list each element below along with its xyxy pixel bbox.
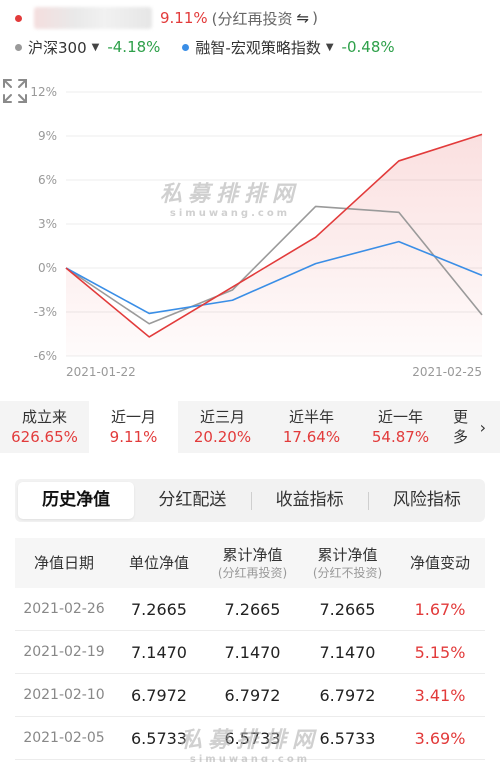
period-1y[interactable]: 近一年 54.87%: [356, 401, 445, 453]
y-tick-label: 3%: [38, 217, 57, 231]
fund-return: 9.11%: [160, 9, 208, 27]
header-cum-nav-no-reinvest: 累计净值 (分红不投资): [312, 545, 383, 580]
period-6m[interactable]: 近半年 17.64%: [267, 401, 356, 453]
benchmark-legend: 沪深300 ▼ -4.18% 融智-宏观策略指数 ▼ -0.48%: [0, 34, 500, 60]
dropdown-caret-icon[interactable]: ▼: [325, 41, 334, 53]
period-return: 626.65%: [11, 428, 78, 446]
period-since-inception[interactable]: 成立来 626.65%: [0, 401, 89, 453]
period-label: 成立来: [21, 408, 67, 426]
period-label: 近一月: [110, 408, 156, 426]
period-1m[interactable]: 近一月 9.11%: [89, 401, 178, 453]
tab-risk-metrics[interactable]: 风险指标: [392, 490, 461, 510]
return-mode-close: ): [312, 9, 318, 27]
nav-chart[interactable]: 12% 9% 6% 3% 0% -3% -6% 2021-01-22 2021-02-25 私募…: [0, 76, 500, 386]
table-row: 2021-02-10 6.7972 6.7972 6.7972 3.41%: [15, 674, 485, 717]
chevron-right-icon: ›: [479, 418, 486, 437]
return-mode-label[interactable]: (分红再投资: [211, 9, 293, 28]
expand-fullscreen-icon[interactable]: [0, 76, 30, 106]
fund-legend: 9.11% (分红再投资 ⇋ ): [0, 4, 500, 32]
benchmark-selector-hs300[interactable]: 沪深300 ▼ -4.18%: [15, 37, 160, 58]
index-color-dot: [182, 43, 190, 51]
benchmark-name: 沪深300: [28, 38, 87, 57]
period-selector: 成立来 626.65% 近一月 9.11% 近三月 20.20% 近半年 17.…: [0, 401, 500, 453]
period-return: 9.11%: [109, 428, 158, 446]
tab-return-metrics[interactable]: 收益指标: [275, 490, 344, 510]
period-return: 54.87%: [371, 428, 430, 446]
more-periods-button[interactable]: 更 多 ›: [445, 401, 490, 453]
header-date: 净值日期: [33, 553, 94, 572]
benchmark-selector-index[interactable]: 融智-宏观策略指数 ▼ -0.48%: [182, 37, 395, 58]
tab-divider: [367, 491, 369, 510]
tab-dividends[interactable]: 分红配送: [158, 490, 227, 510]
header-cum-nav-reinvest: 累计净值 (分红再投资): [217, 545, 288, 580]
period-label: 近三月: [199, 408, 245, 426]
header-unit-nav: 单位净值: [128, 553, 189, 572]
y-tick-label: -3%: [34, 305, 57, 319]
more-label-2: 多: [453, 428, 469, 446]
dropdown-caret-icon[interactable]: ▼: [91, 41, 100, 53]
y-tick-label: -6%: [34, 349, 57, 363]
tab-divider: [250, 491, 252, 510]
period-label: 近半年: [288, 408, 334, 426]
period-3m[interactable]: 近三月 20.20%: [178, 401, 267, 453]
fund-name-blurred: [34, 7, 152, 29]
data-tabs: 历史净值 分红配送 收益指标 风险指标: [15, 479, 485, 522]
series-line: [65, 205, 483, 325]
more-label-1: 更: [453, 408, 469, 426]
benchmark-name: 融智-宏观策略指数: [195, 38, 321, 57]
x-tick-label: 2021-02-25: [412, 365, 482, 379]
y-tick-label: 12%: [30, 85, 57, 99]
tab-nav-history[interactable]: 历史净值: [18, 482, 135, 519]
period-label: 近一年: [377, 408, 423, 426]
table-row: 2021-02-05 6.5733 6.5733 6.5733 3.69%: [15, 717, 485, 760]
header-nav-change: 净值变动: [409, 553, 470, 572]
swap-arrows-icon[interactable]: ⇋: [296, 9, 310, 27]
table-row: 2021-02-26 7.2665 7.2665 7.2665 1.67%: [15, 588, 485, 631]
hs300-color-dot: [15, 43, 22, 51]
nav-history-table: 净值日期 单位净值 累计净值 (分红再投资) 累计净值 (分红不投资) 净值变动 2…: [15, 538, 485, 760]
period-return: 20.20%: [193, 428, 252, 446]
benchmark-return: -4.18%: [107, 38, 161, 56]
table-header: 净值日期 单位净值 累计净值 (分红再投资) 累计净值 (分红不投资) 净值变动: [15, 538, 485, 588]
y-tick-label: 9%: [38, 129, 57, 143]
y-tick-label: 6%: [38, 173, 57, 187]
series-area-fill: [66, 134, 482, 356]
period-return: 17.64%: [282, 428, 341, 446]
x-tick-label: 2021-01-22: [66, 365, 136, 379]
benchmark-return: -0.48%: [341, 38, 395, 56]
series-line: [65, 240, 483, 315]
table-row: 2021-02-19 7.1470 7.1470 7.1470 5.15%: [15, 631, 485, 674]
nav-chart-svg: 12% 9% 6% 3% 0% -3% -6% 2021-01-22 2021-02-25: [30, 85, 483, 379]
series-line: [65, 133, 483, 338]
y-tick-label: 0%: [38, 261, 57, 275]
fund-color-dot: [15, 14, 22, 22]
